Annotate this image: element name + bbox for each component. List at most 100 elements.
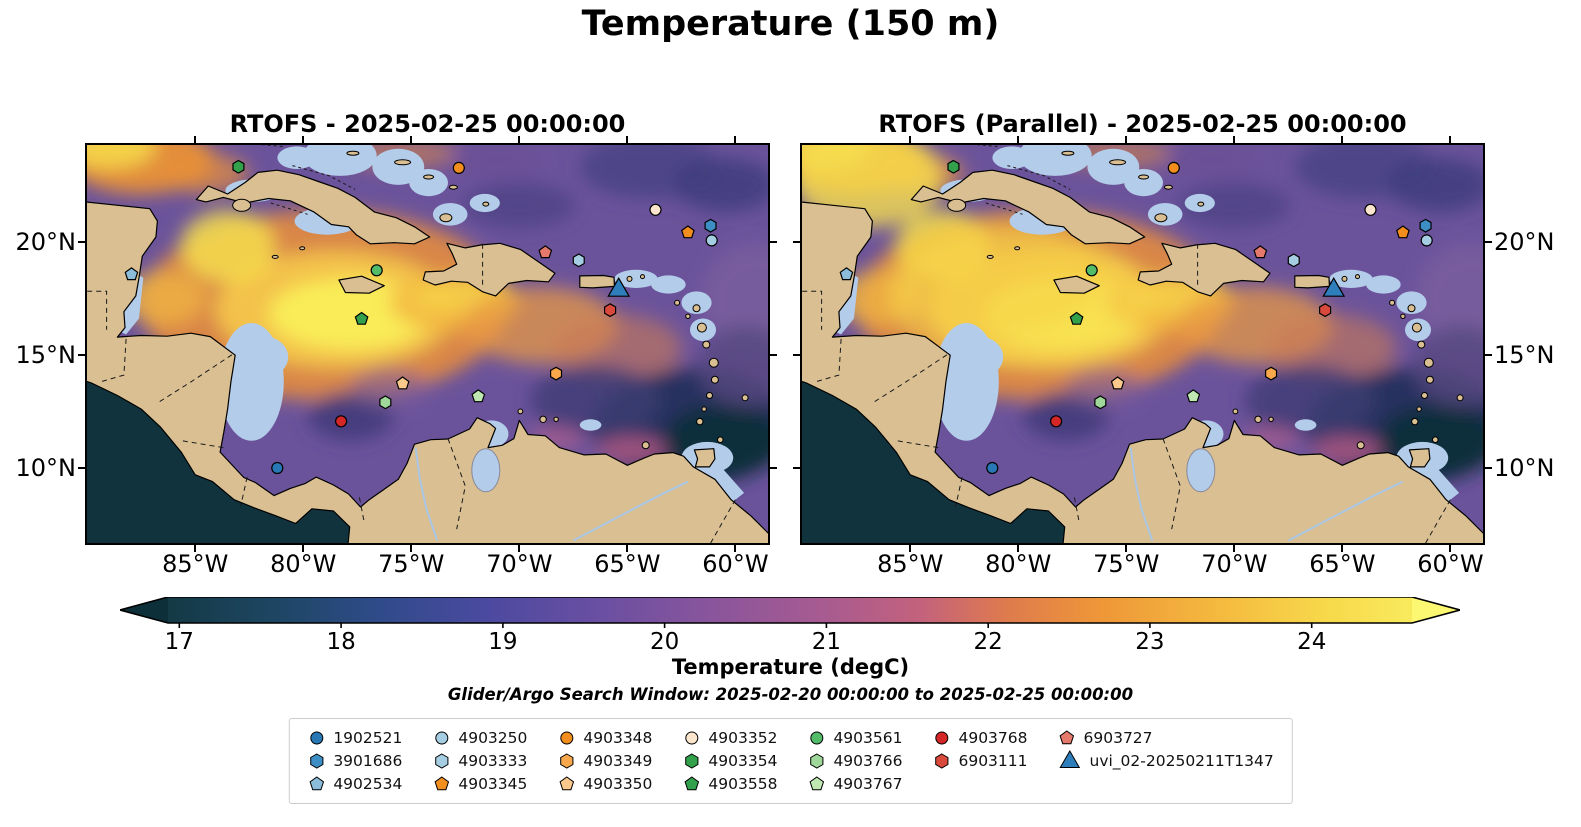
search-window-annotation: Glider/Argo Search Window: 2025-02-20 00… bbox=[447, 685, 1134, 704]
x-axis-tick-label: 80°W bbox=[985, 550, 1052, 578]
legend-item: 4903561 bbox=[807, 727, 902, 749]
legend-column: 1902521 3901686 4902534 bbox=[307, 727, 402, 795]
x-axis-tick-label: 80°W bbox=[270, 550, 337, 578]
marker-6903727 bbox=[538, 245, 553, 259]
legend-marker-icon-hexagon bbox=[309, 753, 323, 769]
legend-column: 4903250 4903333 4903345 bbox=[432, 727, 527, 795]
x-axis-tick-label: 65°W bbox=[594, 550, 661, 578]
marker-4903250 bbox=[705, 234, 718, 247]
y-axis-tick-label: 10°N bbox=[15, 453, 77, 482]
legend: 1902521 3901686 4902534 4903250 4903333 49033… bbox=[288, 718, 1293, 804]
marker-4902534 bbox=[124, 267, 139, 281]
legend-marker-icon-hexagon bbox=[809, 753, 824, 769]
x-tick bbox=[1017, 545, 1020, 552]
legend-item: 4903348 bbox=[557, 727, 652, 749]
y-tick bbox=[770, 240, 777, 243]
marker-4903558 bbox=[1069, 311, 1084, 325]
marker-6903111 bbox=[1318, 303, 1332, 318]
legend-item: 4903349 bbox=[557, 750, 652, 772]
legend-item: 4903345 bbox=[432, 773, 527, 795]
legend-item: 4903333 bbox=[432, 750, 527, 772]
marker-4903350 bbox=[395, 376, 410, 390]
x-tick-top bbox=[1449, 136, 1452, 143]
legend-marker-icon-hexagon bbox=[684, 753, 699, 769]
y-axis-tick-label: 10°N bbox=[1494, 453, 1555, 482]
x-tick bbox=[909, 545, 912, 552]
x-tick-top bbox=[194, 136, 197, 143]
x-tick bbox=[1341, 545, 1344, 552]
colorbar-tick-label: 20 bbox=[649, 629, 680, 655]
legend-item: 4903354 bbox=[682, 750, 777, 772]
marker-4903333 bbox=[1287, 253, 1300, 268]
x-axis-tick-label: 65°W bbox=[1309, 550, 1376, 578]
colorbar-tick-label: 17 bbox=[164, 629, 194, 655]
x-axis-tick-label: 75°W bbox=[378, 550, 445, 578]
x-tick-top bbox=[1125, 136, 1128, 143]
x-axis-tick-label: 85°W bbox=[877, 550, 944, 578]
legend-marker-icon-circle bbox=[309, 731, 323, 745]
legend-item-label: 1902521 bbox=[333, 729, 403, 747]
legend-item-label: 4903345 bbox=[458, 775, 528, 793]
legend-marker-icon-pentagon bbox=[309, 776, 324, 791]
x-tick bbox=[1125, 545, 1128, 552]
colorbar bbox=[116, 596, 1464, 628]
marker-1902521 bbox=[271, 461, 284, 475]
legend-item: uvi_02-20250211T1347 bbox=[1058, 749, 1274, 772]
legend-item-label: 4903352 bbox=[708, 729, 778, 747]
marker-4903345 bbox=[680, 225, 695, 239]
map-svg bbox=[776, 123, 1529, 551]
marker-4903348 bbox=[1167, 161, 1180, 174]
legend-marker-icon-triangle bbox=[1059, 749, 1080, 768]
legend-item: 6903111 bbox=[932, 750, 1028, 772]
x-axis-tick-label: 70°W bbox=[1201, 550, 1268, 578]
y-tick bbox=[770, 466, 777, 469]
y-tick bbox=[1485, 353, 1492, 356]
x-tick-top bbox=[626, 136, 629, 143]
legend-item-label: 4903349 bbox=[583, 752, 653, 770]
marker-4903558 bbox=[354, 311, 369, 325]
legend-marker-icon-circle bbox=[434, 731, 448, 745]
marker-4903561 bbox=[1085, 264, 1098, 277]
x-axis-tick-label: 70°W bbox=[486, 550, 553, 578]
y-tick bbox=[78, 353, 85, 356]
map-panel-rtofs-parallel bbox=[776, 123, 1529, 551]
marker-4903349 bbox=[550, 366, 563, 381]
panel-title-rtofs-parallel: RTOFS (Parallel) - 2025-02-25 00:00:00 bbox=[878, 110, 1407, 138]
legend-marker-icon-hexagon bbox=[934, 753, 949, 769]
legend-marker-icon-pentagon bbox=[684, 776, 699, 791]
legend-item: 4903768 bbox=[932, 727, 1028, 749]
legend-item-label: 3901686 bbox=[333, 752, 403, 770]
map-panel-rtofs bbox=[61, 123, 814, 551]
x-axis-tick-label: 85°W bbox=[162, 550, 229, 578]
x-tick bbox=[1233, 545, 1236, 552]
marker-4903767 bbox=[471, 389, 486, 403]
marker-3901686 bbox=[704, 218, 717, 233]
colorbar-svg bbox=[116, 596, 1464, 628]
legend-item-label: 4903350 bbox=[583, 775, 653, 793]
legend-marker-icon-pentagon bbox=[434, 776, 449, 791]
marker-4903352 bbox=[1364, 203, 1377, 216]
legend-item-label: 6903727 bbox=[1083, 729, 1153, 747]
x-tick-top bbox=[734, 136, 737, 143]
y-axis-tick-label: 15°N bbox=[1494, 340, 1555, 369]
legend-marker-icon-pentagon bbox=[559, 776, 574, 791]
marker-3901686 bbox=[1419, 218, 1432, 233]
x-tick-top bbox=[410, 136, 413, 143]
legend-marker-icon-circle bbox=[559, 731, 573, 745]
marker-4903333 bbox=[572, 253, 585, 268]
x-tick bbox=[734, 545, 737, 552]
marker-4903354 bbox=[232, 159, 245, 174]
x-tick bbox=[518, 545, 521, 552]
x-tick-top bbox=[1017, 136, 1020, 143]
x-tick-top bbox=[909, 136, 912, 143]
marker-4902534 bbox=[839, 267, 854, 281]
marker-4903345 bbox=[1395, 225, 1410, 239]
y-axis-tick-label: 20°N bbox=[15, 227, 77, 256]
legend-item-label: 4903558 bbox=[708, 775, 778, 793]
marker-uvi_02-20250211T1347 bbox=[1322, 277, 1346, 297]
marker-4903349 bbox=[1265, 366, 1278, 381]
legend-item: 4903250 bbox=[432, 727, 527, 749]
y-tick bbox=[1485, 466, 1492, 469]
legend-item-label: 4903333 bbox=[458, 752, 528, 770]
